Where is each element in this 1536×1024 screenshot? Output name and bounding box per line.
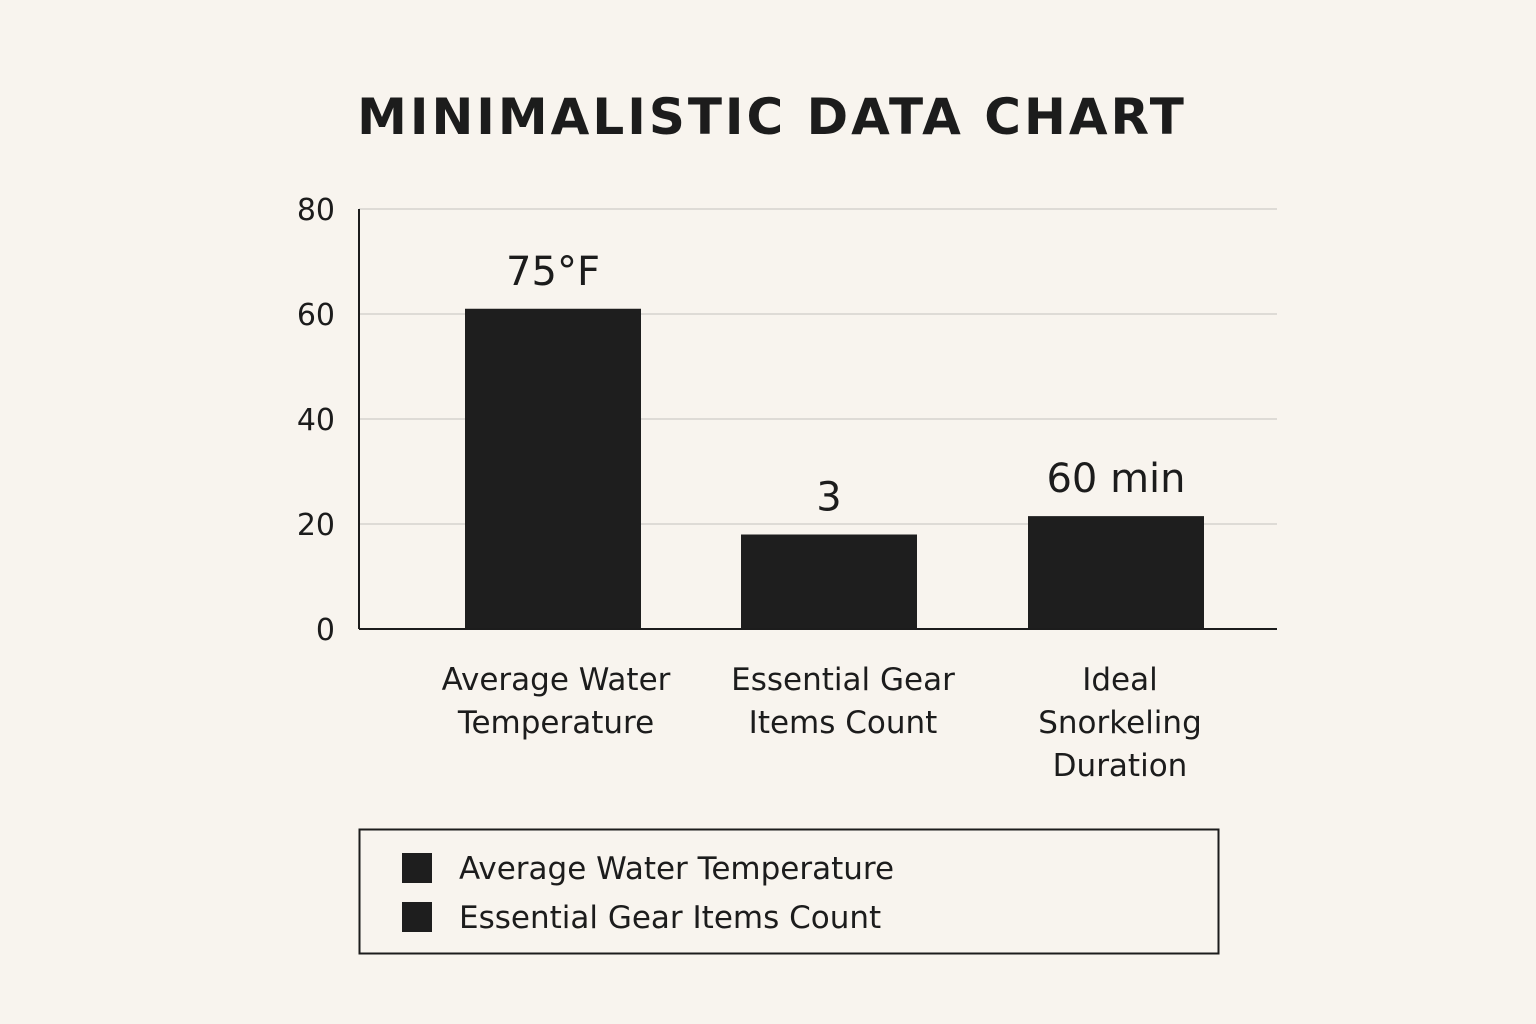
x-category-label: Duration bbox=[1053, 748, 1188, 784]
category-labels: Average Water Temperature Essential Gear It… bbox=[442, 662, 1202, 784]
x-category-label: Ideal bbox=[1082, 662, 1158, 698]
y-tick-label: 40 bbox=[297, 403, 335, 438]
x-category-label: Snorkeling bbox=[1038, 705, 1202, 741]
y-tick-labels: 0 20 40 60 80 bbox=[297, 193, 335, 648]
data-label: 3 bbox=[816, 475, 841, 521]
legend-label: Average Water Temperature bbox=[459, 851, 894, 887]
x-category-label: Essential Gear bbox=[731, 662, 955, 698]
y-tick-label: 0 bbox=[316, 613, 335, 648]
bar bbox=[1028, 516, 1204, 629]
x-category-label: Average Water bbox=[442, 662, 671, 698]
chart-title: MINIMALISTIC DATA CHART bbox=[357, 88, 1187, 146]
axes bbox=[358, 209, 1277, 630]
bar bbox=[741, 534, 917, 629]
bar bbox=[465, 308, 641, 629]
bars bbox=[465, 308, 1204, 629]
data-label: 60 min bbox=[1046, 456, 1185, 502]
legend-label: Essential Gear Items Count bbox=[459, 900, 881, 936]
y-tick-label: 60 bbox=[297, 298, 335, 333]
legend-swatch bbox=[402, 853, 432, 883]
y-tick-label: 20 bbox=[297, 508, 335, 543]
legend-box bbox=[358, 828, 1220, 955]
x-category-label: Items Count bbox=[749, 705, 938, 741]
legend-swatch bbox=[402, 902, 432, 932]
legend: Average Water Temperature Essential Gear … bbox=[358, 828, 1220, 955]
y-tick-label: 80 bbox=[297, 193, 335, 228]
data-label: 75°F bbox=[506, 249, 600, 295]
data-labels: 75°F 3 60 min bbox=[506, 249, 1185, 521]
x-category-label: Temperature bbox=[457, 705, 654, 741]
